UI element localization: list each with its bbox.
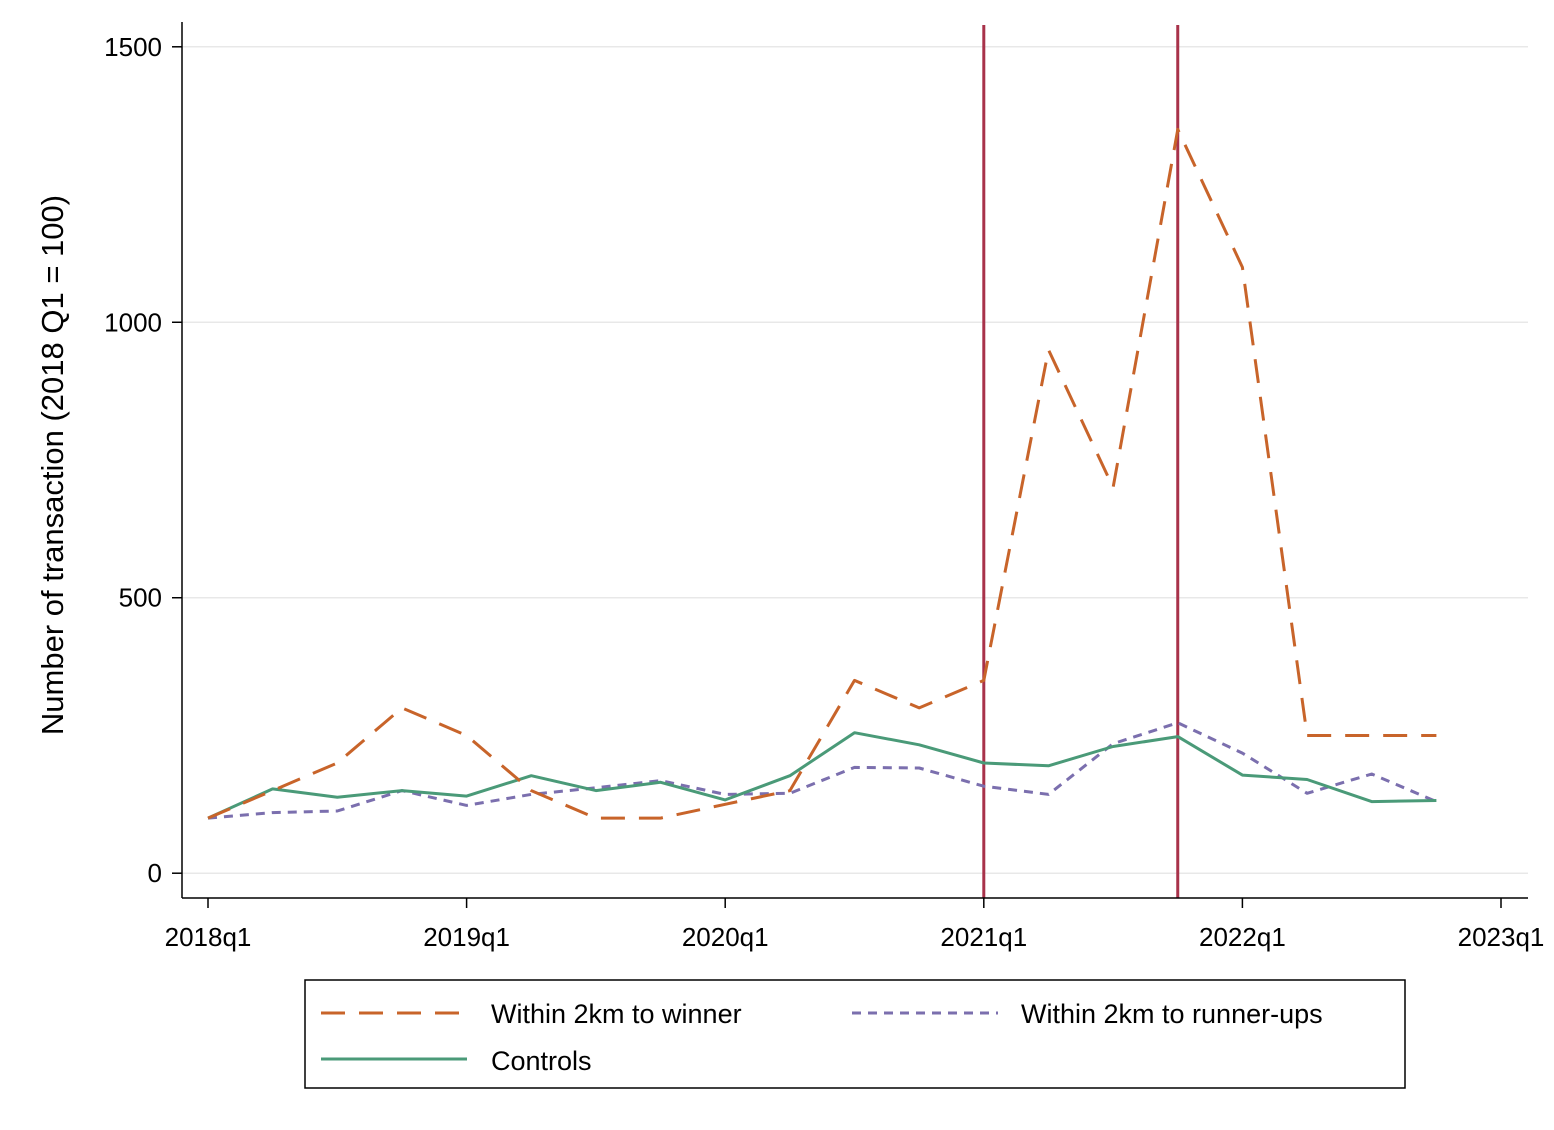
y-ticks: 0 500 1000 1500	[104, 32, 182, 888]
reference-lines	[982, 25, 1180, 898]
series-lines	[207, 127, 1437, 820]
x-tick-label: 2020q1	[682, 922, 769, 952]
legend: Within 2km to winner Within 2km to runne…	[304, 979, 1406, 1089]
legend-label-controls: Controls	[491, 1046, 592, 1076]
y-tick-label: 1000	[104, 307, 162, 337]
series-line-1	[207, 721, 1437, 820]
y-tick-label: 500	[119, 583, 162, 613]
x-tick-label: 2023q1	[1458, 922, 1545, 952]
series-line-2	[207, 731, 1437, 820]
gridlines	[182, 46, 1528, 874]
y-axis-title: Number of transaction (2018 Q1 = 100)	[35, 195, 70, 735]
legend-box	[304, 979, 1406, 1089]
x-tick-label: 2019q1	[423, 922, 510, 952]
x-tick-label: 2022q1	[1199, 922, 1286, 952]
legend-label-winner: Within 2km to winner	[491, 999, 742, 1029]
series-line-0	[207, 127, 1437, 820]
x-tick-label: 2021q1	[940, 922, 1027, 952]
y-tick-label: 1500	[104, 32, 162, 62]
y-tick-label: 0	[148, 858, 162, 888]
legend-label-runner-ups: Within 2km to runner-ups	[1021, 999, 1323, 1029]
x-ticks: 2018q1 2019q1 2020q1 2021q1 2022q1 2023q1	[165, 898, 1545, 952]
axes	[181, 22, 1528, 899]
x-tick-label: 2018q1	[165, 922, 252, 952]
